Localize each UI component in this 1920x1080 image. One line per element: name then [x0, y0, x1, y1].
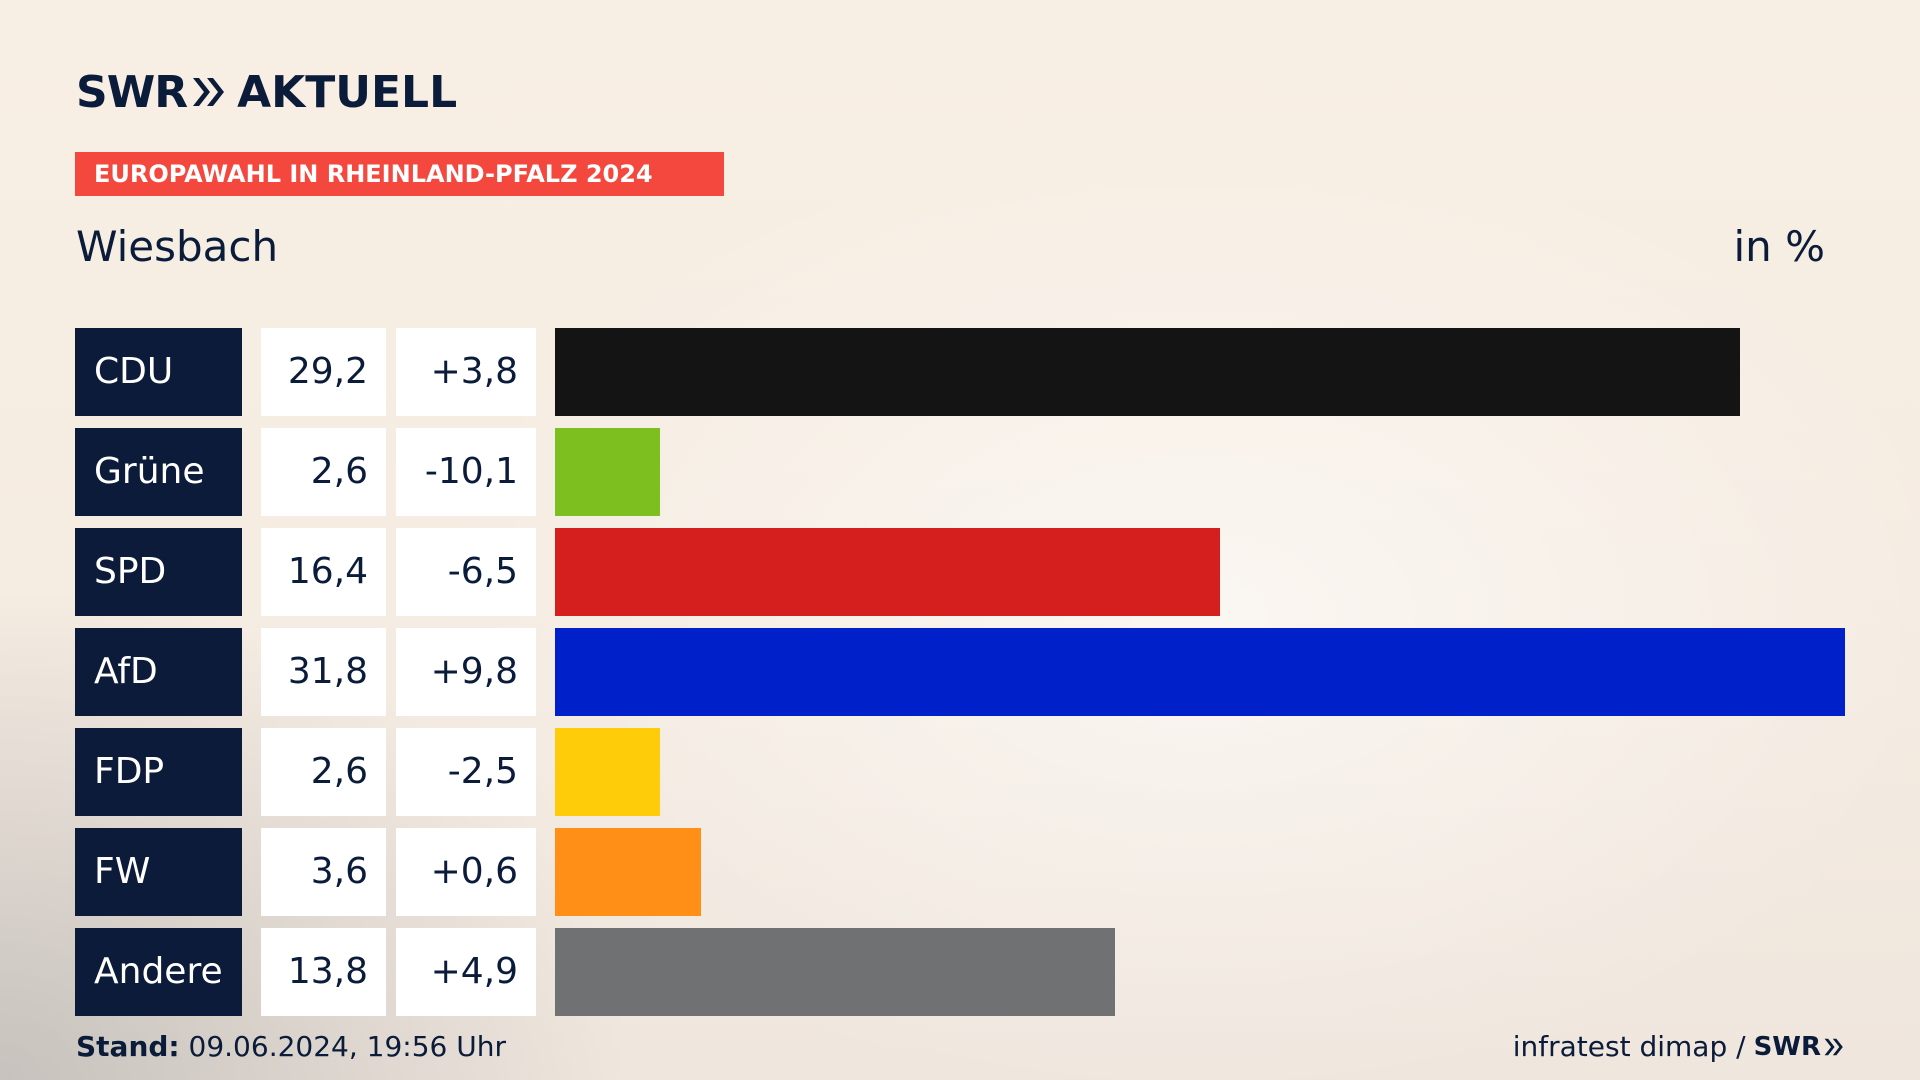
party-label: Grüne [75, 428, 242, 516]
logo-brand: SWR [76, 66, 188, 118]
double-chevron-icon [1824, 1038, 1843, 1055]
result-row-grüne: Grüne 2,6 -10,1 [75, 428, 1845, 516]
party-label: FW [75, 828, 242, 916]
result-row-fdp: FDP 2,6 -2,5 [75, 728, 1845, 816]
bar-fdp [555, 728, 660, 816]
result-row-cdu: CDU 29,2 +3,8 [75, 328, 1845, 416]
bar-spd [555, 528, 1220, 616]
election-banner: EUROPAWAHL IN RHEINLAND-PFALZ 2024 [75, 152, 724, 196]
result-row-fw: FW 3,6 +0,6 [75, 828, 1845, 916]
source-logo-text: SWR [1753, 1031, 1821, 1062]
timestamp: Stand: 09.06.2024, 19:56 Uhr [76, 1030, 506, 1063]
swr-aktuell-logo: SWR AKTUELL [76, 66, 457, 118]
logo-product: AKTUELL [237, 66, 458, 118]
bar-cdu [555, 328, 1740, 416]
bar-grüne [555, 428, 660, 516]
vote-change: +3,8 [396, 328, 536, 416]
result-row-spd: SPD 16,4 -6,5 [75, 528, 1845, 616]
party-label: SPD [75, 528, 242, 616]
vote-change: +0,6 [396, 828, 536, 916]
vote-change: -10,1 [396, 428, 536, 516]
vote-share: 16,4 [261, 528, 386, 616]
result-row-afd: AfD 31,8 +9,8 [75, 628, 1845, 716]
vote-change: +4,9 [396, 928, 536, 1016]
bar-fw [555, 828, 701, 916]
vote-share: 3,6 [261, 828, 386, 916]
vote-share: 2,6 [261, 428, 386, 516]
vote-share: 2,6 [261, 728, 386, 816]
vote-change: -2,5 [396, 728, 536, 816]
party-label: FDP [75, 728, 242, 816]
vote-share: 29,2 [261, 328, 386, 416]
party-label: CDU [75, 328, 242, 416]
bar-afd [555, 628, 1845, 716]
vote-change: +9,8 [396, 628, 536, 716]
source-credit: infratest dimap / SWR [1513, 1030, 1845, 1063]
double-chevron-icon [193, 78, 225, 106]
vote-change: -6,5 [396, 528, 536, 616]
vote-share: 31,8 [261, 628, 386, 716]
stand-value: 09.06.2024, 19:56 Uhr [188, 1030, 506, 1063]
party-label: Andere [75, 928, 242, 1016]
source-text: infratest dimap / [1512, 1030, 1746, 1063]
bar-andere [555, 928, 1115, 1016]
unit-label: in % [1733, 222, 1825, 271]
place-title: Wiesbach [76, 222, 279, 271]
result-row-andere: Andere 13,8 +4,9 [75, 928, 1845, 1016]
stand-label: Stand: [76, 1030, 180, 1063]
vote-share: 13,8 [261, 928, 386, 1016]
party-label: AfD [75, 628, 242, 716]
swr-small-logo: SWR [1754, 1032, 1845, 1062]
